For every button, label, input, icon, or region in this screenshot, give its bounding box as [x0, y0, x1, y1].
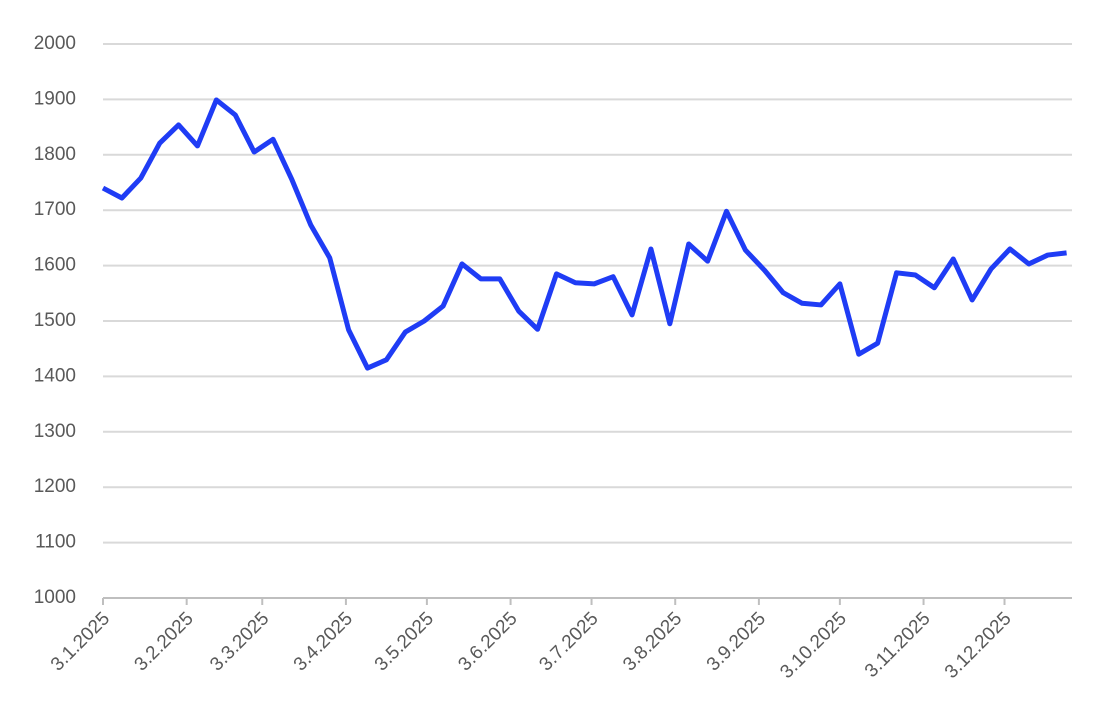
x-tick-label: 3.1.2025 [47, 608, 114, 675]
y-tick-label: 1200 [34, 476, 76, 497]
x-tick-label: 3.5.2025 [371, 608, 438, 675]
y-tick-label: 1300 [34, 421, 76, 442]
y-tick-label: 2000 [34, 33, 76, 54]
x-tick-label: 3.9.2025 [703, 608, 770, 675]
x-tick-label: 3.12.2025 [941, 608, 1016, 683]
x-tick-label: 3.4.2025 [290, 608, 357, 675]
y-tick-label: 1100 [35, 532, 76, 553]
data-line [101, 97, 1067, 371]
x-tick-label: 3.2.2025 [131, 608, 198, 675]
x-tick-label: 3.11.2025 [861, 608, 935, 682]
x-tick-label: 3.6.2025 [455, 608, 522, 675]
x-tick-label: 3.7.2025 [535, 608, 602, 675]
y-tick-label: 1900 [34, 88, 76, 109]
y-tick-label: 1500 [34, 310, 76, 331]
y-tick-label: 1000 [34, 587, 76, 608]
y-tick-label: 1600 [34, 255, 76, 276]
y-tick-label: 1800 [34, 144, 76, 165]
x-tick-label: 3.3.2025 [206, 608, 273, 675]
x-tick-label: 3.8.2025 [619, 608, 686, 675]
x-tick-label: 3.10.2025 [776, 608, 851, 683]
y-tick-label: 1700 [34, 199, 76, 220]
y-tick-label: 1400 [34, 365, 76, 386]
